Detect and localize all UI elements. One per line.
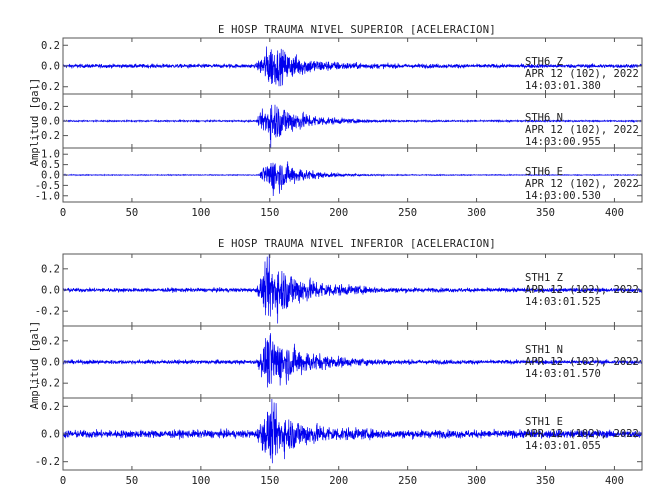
y-tick-label: 1.0 — [41, 149, 60, 161]
waveform-trace — [62, 104, 643, 149]
x-tick-label: 250 — [398, 207, 417, 219]
x-tick-label: 150 — [260, 475, 279, 487]
y-tick-label: 0.0 — [41, 285, 60, 297]
trace-time-label: 14:03:01.525 — [525, 296, 601, 308]
trace-date-label: APR 12 (102), 2022 — [525, 356, 639, 368]
x-tick-label: 50 — [126, 207, 139, 219]
waveform-trace — [62, 399, 643, 464]
y-tick-label: 0.2 — [41, 101, 60, 113]
y-tick-label: -0.2 — [35, 378, 60, 390]
trace-date-label: APR 12 (102), 2022 — [525, 124, 639, 136]
trace-time-label: 14:03:00.530 — [525, 190, 601, 202]
station-component-label: STH1 E — [525, 416, 563, 428]
y-tick-label: -0.2 — [35, 130, 60, 142]
x-axis-lower: 0 50 100 150 200 250 300 350 400 — [60, 475, 624, 487]
y-tick-label: 0.2 — [41, 263, 60, 275]
station-component-label: STH1 N — [525, 344, 563, 356]
y-tick-label: -0.2 — [35, 456, 60, 468]
y-tick-label: 0.0 — [41, 61, 60, 73]
x-tick-label: 200 — [329, 207, 348, 219]
trace-time-label: 14:03:00.955 — [525, 136, 601, 148]
trace-date-label: APR 12 (102), 2022 — [525, 178, 639, 190]
station-component-label: STH6 N — [525, 112, 563, 124]
x-tick-label: 350 — [536, 207, 555, 219]
y-tick-label: 0.0 — [41, 116, 60, 128]
y-tick-label: -0.2 — [35, 81, 60, 93]
trace-time-label: 14:03:01.055 — [525, 440, 601, 452]
y-tick-label: 0.2 — [41, 40, 60, 52]
x-tick-label: 100 — [191, 475, 210, 487]
y-tick-label: 0.0 — [41, 357, 60, 369]
x-tick-label: 50 — [126, 475, 139, 487]
y-tick-label: -1.0 — [35, 190, 60, 202]
waveform-trace — [62, 253, 643, 324]
y-tick-label: 0.2 — [41, 401, 60, 413]
x-tick-label: 100 — [191, 207, 210, 219]
trace-date-label: APR 12 (102), 2022 — [525, 428, 639, 440]
x-tick-label: 300 — [467, 475, 486, 487]
x-tick-label: 150 — [260, 207, 279, 219]
y-tick-label: 0.0 — [41, 170, 60, 182]
trace-date-label: APR 12 (102), 2022 — [525, 284, 639, 296]
y-tick-label: -0.5 — [35, 180, 60, 192]
x-tick-label: 0 — [60, 475, 66, 487]
station-component-label: STH6 Z — [525, 56, 563, 68]
waveform-trace — [62, 161, 643, 196]
x-tick-label: 350 — [536, 475, 555, 487]
lower-panel-title: E HOSP TRAUMA NIVEL INFERIOR [ACELERACIO… — [218, 238, 496, 250]
trace-date-label: APR 12 (102), 2022 — [525, 68, 639, 80]
station-component-label: STH6 E — [525, 166, 563, 178]
x-axis-upper: 0 50 100 150 200 250 300 350 400 — [60, 207, 624, 219]
trace-time-label: 14:03:01.380 — [525, 80, 601, 92]
x-tick-label: 300 — [467, 207, 486, 219]
y-tick-label: 0.0 — [41, 429, 60, 441]
waveform-trace — [62, 46, 643, 87]
x-tick-label: 200 — [329, 475, 348, 487]
trace-time-label: 14:03:01.570 — [525, 368, 601, 380]
upper-y-axis-label: Amplitud [gal] — [29, 78, 41, 167]
waveform-trace — [62, 333, 643, 388]
y-tick-label: 0.5 — [41, 159, 60, 171]
x-tick-label: 0 — [60, 207, 66, 219]
x-tick-label: 400 — [605, 207, 624, 219]
station-component-label: STH1 Z — [525, 272, 563, 284]
x-tick-label: 250 — [398, 475, 417, 487]
y-tick-label: -0.2 — [35, 306, 60, 318]
upper-panel-title: E HOSP TRAUMA NIVEL SUPERIOR [ACELERACIO… — [218, 24, 496, 36]
lower-y-axis-label: Amplitud [gal] — [29, 321, 41, 410]
y-tick-label: 0.2 — [41, 335, 60, 347]
x-tick-label: 400 — [605, 475, 624, 487]
